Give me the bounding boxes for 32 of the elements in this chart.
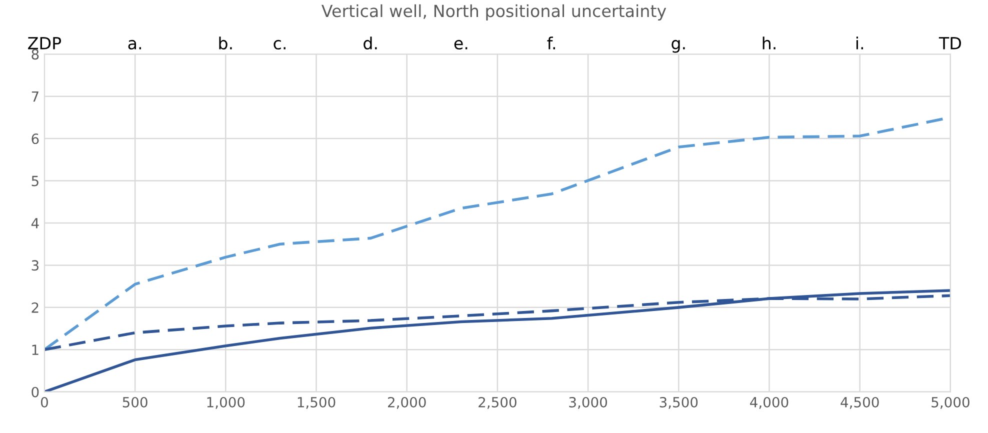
y-tick-label: 7: [32, 91, 38, 102]
x-tick-label: 4,000: [750, 396, 788, 409]
text: f.: [547, 36, 555, 50]
x-tick-label: 500: [122, 396, 148, 408]
x-tick-label: 5,000: [932, 396, 970, 409]
x-tick-label: 2,500: [478, 396, 516, 409]
y-tick-label: 1: [32, 344, 38, 355]
chart-title: Vertical well, North positional uncertainty: [322, 4, 666, 20]
x-tick-label: 2,000: [388, 396, 426, 409]
x-tick-label: 3,000: [569, 396, 608, 409]
y-tick-label: 3: [32, 260, 38, 271]
x-tick-label: 1,500: [298, 396, 336, 409]
text: i.: [856, 36, 864, 50]
text: d.: [364, 36, 377, 50]
x-tick-label: 3,500: [660, 396, 698, 409]
y-tick-label: 4: [31, 218, 39, 228]
text: c.: [274, 40, 286, 50]
x-tick-label: 1,000: [207, 396, 245, 409]
y-tick-label: 6: [32, 134, 39, 144]
text: ZDP: [28, 37, 62, 50]
text: b.: [219, 36, 232, 50]
text: g.: [672, 40, 685, 53]
x-tick-label: 0: [40, 396, 48, 408]
y-tick-label: 2: [32, 302, 38, 313]
text: TD: [938, 37, 961, 50]
y-tick-label: 0: [32, 386, 39, 398]
text: e.: [454, 40, 468, 50]
y-tick-label: 8: [32, 49, 39, 60]
x-tick-label: 4,500: [840, 396, 879, 409]
text: a.: [128, 40, 142, 50]
text: h.: [762, 36, 776, 50]
y-tick-label: 5: [32, 176, 38, 186]
